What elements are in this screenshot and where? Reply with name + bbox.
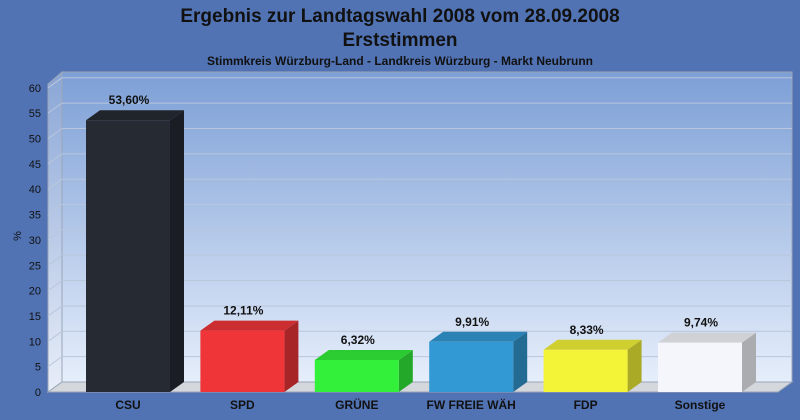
bar-top bbox=[658, 332, 756, 343]
y-tick-label: 35 bbox=[29, 210, 41, 222]
category-label: GRÜNE bbox=[335, 397, 378, 412]
category-label: FDP bbox=[574, 398, 598, 412]
gridline-side bbox=[47, 254, 63, 266]
bar-front bbox=[429, 341, 514, 392]
gridline-side bbox=[47, 330, 63, 342]
y-tick-label: 60 bbox=[29, 83, 41, 95]
gridline-side bbox=[47, 305, 63, 317]
y-tick-label: 45 bbox=[29, 159, 41, 171]
category-label: CSU bbox=[115, 398, 140, 412]
chart-caption: Stimmkreis Würzburg-Land - Landkreis Wür… bbox=[207, 54, 593, 68]
bar: 8,33% bbox=[543, 323, 642, 392]
bar-front bbox=[658, 342, 742, 392]
chart-title: Ergebnis zur Landtagswahl 2008 vom 28.09… bbox=[180, 6, 619, 27]
category-label: SPD bbox=[230, 398, 255, 412]
gridline-side bbox=[47, 178, 63, 190]
data-label: 8,33% bbox=[570, 323, 604, 337]
y-tick-label: 30 bbox=[29, 235, 41, 247]
gridline-side bbox=[47, 128, 63, 139]
gridline-side bbox=[47, 280, 63, 292]
y-tick-label: 50 bbox=[29, 134, 41, 146]
y-axis-label: % bbox=[12, 231, 24, 241]
bar-side bbox=[513, 331, 528, 392]
y-tick-label: 10 bbox=[29, 336, 41, 348]
bar-front bbox=[86, 120, 170, 393]
y-axis-ticks: 0 5 10 15 20 25 30 35 40 45 50 55 60 bbox=[29, 83, 41, 399]
bar: 9,74% bbox=[658, 316, 756, 392]
gridline-side bbox=[47, 153, 63, 165]
bar-front bbox=[543, 349, 628, 392]
category-label: FW FREIE WÄH bbox=[427, 397, 516, 412]
bars: 53,60% 12,11% 6,32% 9,91% 8,33% 9,74% bbox=[86, 93, 756, 393]
y-tick-label: 40 bbox=[29, 184, 41, 196]
bar-side bbox=[284, 320, 299, 392]
category-label: Sonstige bbox=[675, 398, 726, 412]
gridline-side bbox=[47, 356, 63, 368]
bar-top bbox=[429, 331, 528, 342]
bar-side bbox=[170, 110, 184, 393]
data-label: 12,11% bbox=[223, 304, 263, 318]
y-tick-label: 55 bbox=[29, 108, 41, 120]
bar: 6,32% bbox=[314, 333, 413, 392]
y-tick-label: 20 bbox=[29, 286, 41, 298]
data-label: 9,74% bbox=[684, 316, 718, 330]
bar: 53,60% bbox=[86, 93, 184, 393]
y-tick-label: 5 bbox=[35, 362, 41, 374]
bar: 12,11% bbox=[200, 304, 299, 392]
bar-side bbox=[398, 349, 413, 392]
bar-top bbox=[314, 349, 413, 360]
y-tick-label: 0 bbox=[35, 387, 41, 399]
bar: 9,91% bbox=[429, 315, 528, 392]
gridline-side bbox=[47, 102, 63, 114]
bar-top bbox=[543, 339, 642, 350]
chart-subtitle: Erststimmen bbox=[342, 30, 457, 51]
bar-side bbox=[742, 332, 756, 392]
gridline-side bbox=[47, 229, 63, 241]
bar-top bbox=[200, 320, 299, 331]
bar-top bbox=[86, 110, 184, 121]
y-tick-label: 25 bbox=[29, 260, 41, 272]
category-labels: CSU SPD GRÜNE FW FREIE WÄH FDP Sonstige bbox=[115, 397, 725, 412]
data-label: 53,60% bbox=[109, 93, 150, 107]
bar-front bbox=[200, 330, 285, 392]
bar-side bbox=[627, 339, 642, 392]
y-tick-label: 15 bbox=[29, 311, 41, 323]
gridline-side bbox=[47, 204, 63, 215]
data-label: 9,91% bbox=[455, 315, 489, 329]
gridline-side bbox=[47, 77, 63, 89]
data-label: 6,32% bbox=[341, 333, 375, 347]
bar-front bbox=[314, 359, 399, 392]
